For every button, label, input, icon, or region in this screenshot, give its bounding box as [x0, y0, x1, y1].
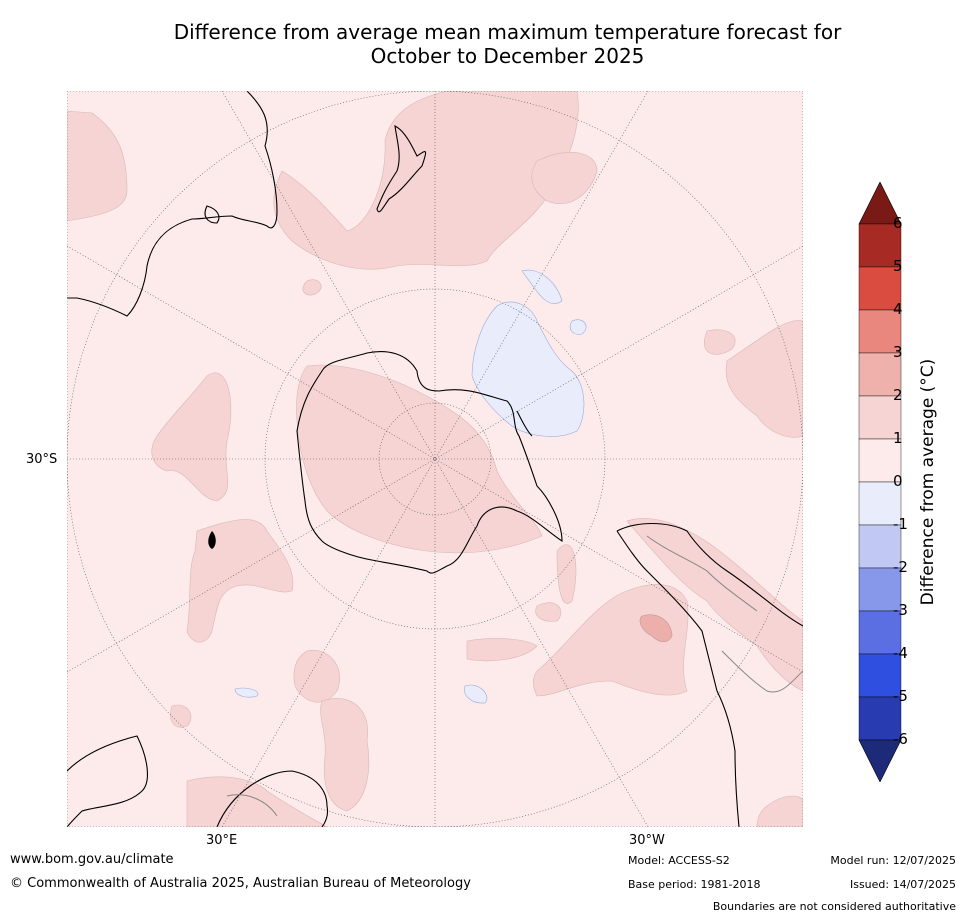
anomaly-2-to-3-region [639, 614, 673, 643]
anomaly-1-to-2-regions [67, 91, 803, 827]
colorbar-canvas [858, 181, 902, 783]
colorbar [858, 181, 918, 786]
colorbar-tick-label: -2 [893, 558, 908, 576]
title-line-2: October to December 2025 [370, 44, 645, 68]
colorbar-segment [858, 223, 902, 268]
colorbar-tick-label: 6 [893, 214, 903, 232]
colorbar-tick-label: 0 [893, 472, 903, 490]
colorbar-segment [858, 309, 902, 354]
colorbar-segment [858, 524, 902, 569]
colorbar-tick-label: -1 [893, 515, 908, 533]
colorbar-tick-label: -6 [893, 730, 908, 748]
footer-base-period: Base period: 1981-2018 [628, 878, 761, 891]
title-line-1: Difference from average mean maximum tem… [173, 20, 842, 44]
footer-model: Model: ACCESS-S2 [628, 854, 730, 867]
temperature-anomaly-map [67, 91, 803, 827]
colorbar-label: Difference from average (°C) [918, 358, 938, 606]
colorbar-segment [858, 567, 902, 612]
lon-label-30w: 30°W [629, 833, 665, 848]
colorbar-tick-label: -5 [893, 687, 908, 705]
island-marker [208, 531, 216, 549]
colorbar-tick-label: 2 [893, 386, 903, 404]
map-canvas [67, 91, 803, 827]
coastlines [67, 91, 803, 827]
footer-issued: Issued: 14/07/2025 [849, 878, 956, 891]
colorbar-segment [858, 481, 902, 526]
colorbar-tick-label: 3 [893, 343, 903, 361]
lat-label-30s: 30°S [26, 452, 58, 467]
colorbar-segment [858, 266, 902, 311]
graticule [67, 91, 803, 827]
colorbar-segment [858, 352, 902, 397]
colorbar-tick-label: 4 [893, 300, 903, 318]
colorbar-extend-bottom [858, 739, 902, 783]
footer-copyright: © Commonwealth of Australia 2025, Austra… [10, 876, 471, 891]
colorbar-tick-label: 5 [893, 257, 903, 275]
footer-model-run: Model run: 12/07/2025 [830, 854, 956, 867]
colorbar-segment [858, 696, 902, 741]
colorbar-segment [858, 395, 902, 440]
colorbar-tick-label: 1 [893, 429, 903, 447]
footer-url: www.bom.gov.au/climate [10, 852, 174, 867]
footer-disclaimer: Boundaries are not considered authoritat… [712, 900, 956, 913]
colorbar-tick-label: -4 [893, 644, 908, 662]
colorbar-segment [858, 653, 902, 698]
boundaries [226, 535, 803, 817]
map-title: Difference from average mean maximum tem… [0, 20, 965, 68]
anomaly-neg1-to-0-regions [234, 269, 587, 704]
lon-label-30e: 30°E [206, 833, 238, 848]
colorbar-tick-label: -3 [893, 601, 908, 619]
colorbar-segment [858, 610, 902, 655]
